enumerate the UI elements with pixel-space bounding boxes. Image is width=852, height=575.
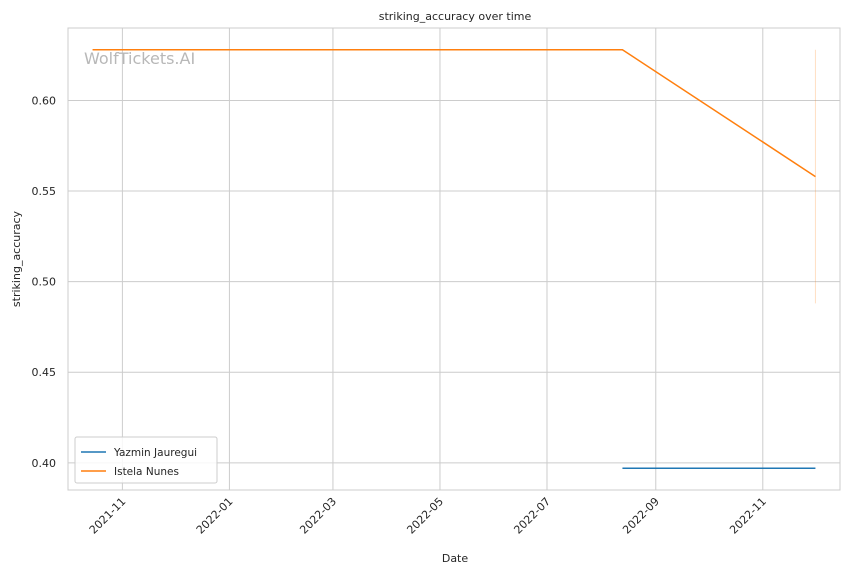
- chart-title: striking_accuracy over time: [379, 10, 532, 23]
- x-tick-labels: 2021-11 2022-01 2022-03 2022-05 2022-07 2022-…: [87, 495, 769, 537]
- y-tick-labels: 0.40 0.45 0.50 0.55 0.60: [32, 94, 57, 469]
- y-gridlines: [68, 99, 840, 464]
- y-tick-label: 0.55: [32, 185, 57, 198]
- y-tick-label: 0.40: [32, 457, 57, 470]
- y-tick-label: 0.45: [32, 366, 57, 379]
- x-gridlines: [121, 28, 764, 490]
- x-tick-label: 2022-01: [194, 495, 236, 537]
- legend-label: Yazmin Jauregui: [113, 447, 197, 459]
- x-tick-label: 2022-05: [404, 495, 446, 537]
- y-tick-label: 0.50: [32, 276, 57, 289]
- y-tick-label: 0.60: [32, 94, 57, 107]
- y-axis-label: striking_accuracy: [10, 210, 23, 307]
- watermark: WolfTickets.AI: [84, 49, 195, 68]
- plot-area: [67, 27, 841, 491]
- x-axis-label: Date: [442, 552, 469, 565]
- x-tick-label: 2021-11: [87, 495, 129, 537]
- series-line: [92, 48, 816, 178]
- legend-box: [74, 436, 218, 484]
- x-tick-label: 2022-07: [511, 495, 553, 537]
- x-tick-label: 2022-03: [297, 495, 339, 537]
- legend-label: Istela Nunes: [114, 466, 179, 478]
- x-tick-label: 2022-11: [727, 495, 769, 537]
- series-lines: [92, 48, 816, 470]
- legend: Yazmin Jauregui Istela Nunes: [74, 436, 218, 484]
- x-tick-label: 2022-09: [620, 495, 662, 537]
